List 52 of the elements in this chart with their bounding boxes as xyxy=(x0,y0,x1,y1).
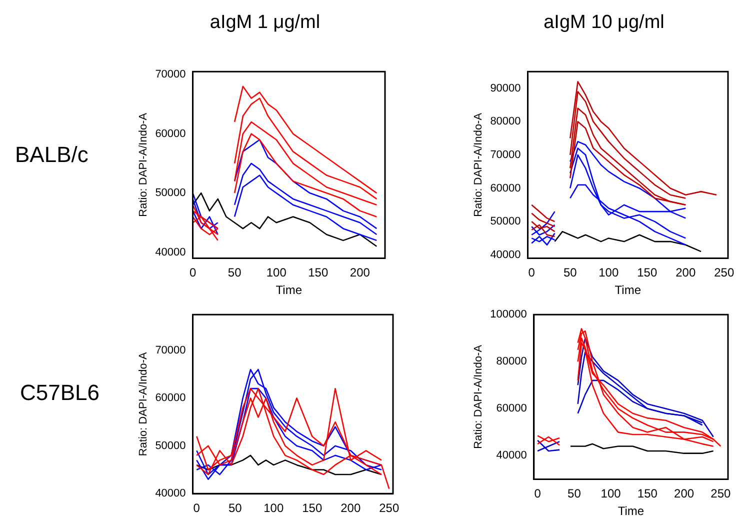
y-tick-label: 60000 xyxy=(155,392,186,404)
chart-title: aIgM 1 μg/ml xyxy=(208,12,322,34)
y-tick-label: 40000 xyxy=(496,450,527,462)
y-tick-label: 40000 xyxy=(155,246,186,258)
x-tick-label: 250 xyxy=(379,501,400,516)
y-tick-label: 60000 xyxy=(155,128,186,140)
chart-title: aIgM 10 μg/ml xyxy=(542,12,666,34)
x-tick-label: 150 xyxy=(302,501,322,516)
y-tick-label: 50000 xyxy=(490,216,521,228)
x-tick-label: 200 xyxy=(340,501,361,516)
y-tick-label: 100000 xyxy=(490,308,527,321)
x-tick-label: 50 xyxy=(563,266,578,280)
x-tick-label: 150 xyxy=(637,486,658,501)
y-tick-label: 70000 xyxy=(155,344,186,356)
x-tick-label: 100 xyxy=(264,501,284,516)
y-axis-title: Ratio: DAPI-A/Indo-A xyxy=(472,112,485,217)
y-axis-title: Ratio: DAPI-A/Indo-A xyxy=(472,344,485,449)
y-tick-label: 60000 xyxy=(496,402,527,415)
y-tick-label: 40000 xyxy=(155,488,186,500)
x-tick-label: 0 xyxy=(189,266,196,280)
x-tick-label: 50 xyxy=(568,486,582,501)
x-tick-label: 250 xyxy=(714,266,734,280)
text: C57BL6 xyxy=(20,380,100,406)
x-tick-label: 0 xyxy=(528,266,536,280)
y-tick-label: 70000 xyxy=(155,68,186,81)
x-tick-label: 250 xyxy=(710,486,732,501)
x-tick-label: 200 xyxy=(350,266,370,280)
y-axis-title: Ratio: DAPI-A/Indo-A xyxy=(138,351,150,456)
x-tick-label: 100 xyxy=(600,486,622,501)
x-tick-label: 0 xyxy=(534,486,542,501)
x-tick-label: 150 xyxy=(308,266,328,280)
y-tick-label: 40000 xyxy=(490,248,521,261)
y-tick-label: 80000 xyxy=(496,356,527,368)
y-tick-label: 70000 xyxy=(490,148,521,161)
x-axis-title: Time xyxy=(276,283,302,298)
x-axis-title: Time xyxy=(614,283,642,298)
x-tick-label: 100 xyxy=(266,266,287,280)
x-tick-label: 0 xyxy=(193,501,200,516)
y-tick-label: 90000 xyxy=(490,82,521,94)
y-axis-title: Ratio: DAPI-A/Indo-A xyxy=(138,112,150,217)
x-tick-label: 200 xyxy=(676,266,696,280)
y-tick-label: 60000 xyxy=(490,182,521,194)
x-tick-label: 150 xyxy=(637,266,658,280)
x-tick-label: 200 xyxy=(674,486,694,501)
x-tick-label: 100 xyxy=(598,266,619,280)
x-tick-label: 50 xyxy=(228,266,242,280)
x-tick-label: 50 xyxy=(228,501,242,516)
y-tick-label: 50000 xyxy=(155,440,186,452)
x-axis-title: Time xyxy=(618,504,644,518)
text: BALB/c xyxy=(15,142,88,168)
y-tick-label: 80000 xyxy=(490,116,521,128)
y-tick-label: 50000 xyxy=(155,187,186,200)
